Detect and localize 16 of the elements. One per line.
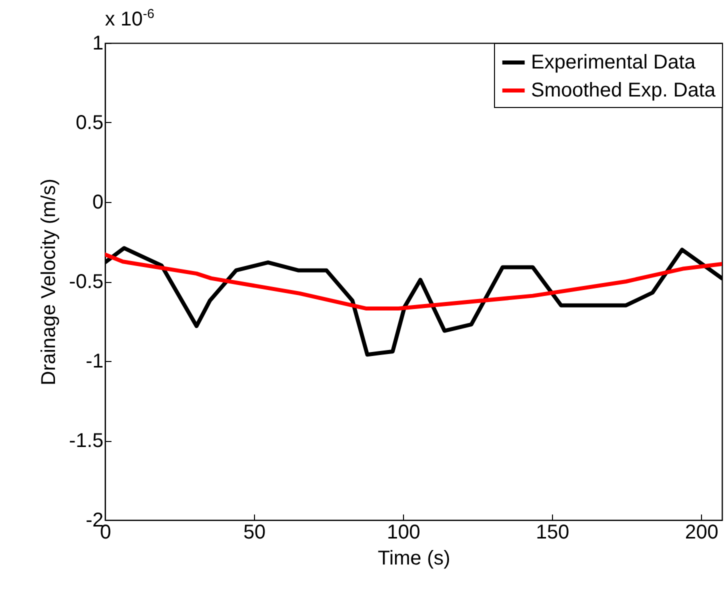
y-tick-label: 0	[92, 192, 104, 214]
x-tick-label: 50	[243, 522, 266, 544]
y-tick-label: 1	[92, 32, 104, 54]
x-tick-label: 100	[386, 522, 420, 544]
x-axis-title: Time (s)	[378, 548, 450, 570]
y-tick-label: -1.5	[69, 430, 104, 452]
y-tick-label: 0.5	[76, 112, 104, 134]
legend-label: Smoothed Exp. Data	[531, 80, 716, 102]
line-series	[105, 252, 722, 311]
text: x 10$^{-6}$	[105, 6, 154, 32]
y-axis-title: Drainage Velocity (m/s)	[38, 178, 60, 386]
y-tick-label: -0.5	[69, 271, 104, 293]
x-tick-label: 150	[536, 522, 570, 544]
legend-label: Experimental Data	[531, 52, 696, 74]
x-tick-label: 200	[684, 522, 718, 544]
y-tick-label: -1	[86, 350, 104, 372]
